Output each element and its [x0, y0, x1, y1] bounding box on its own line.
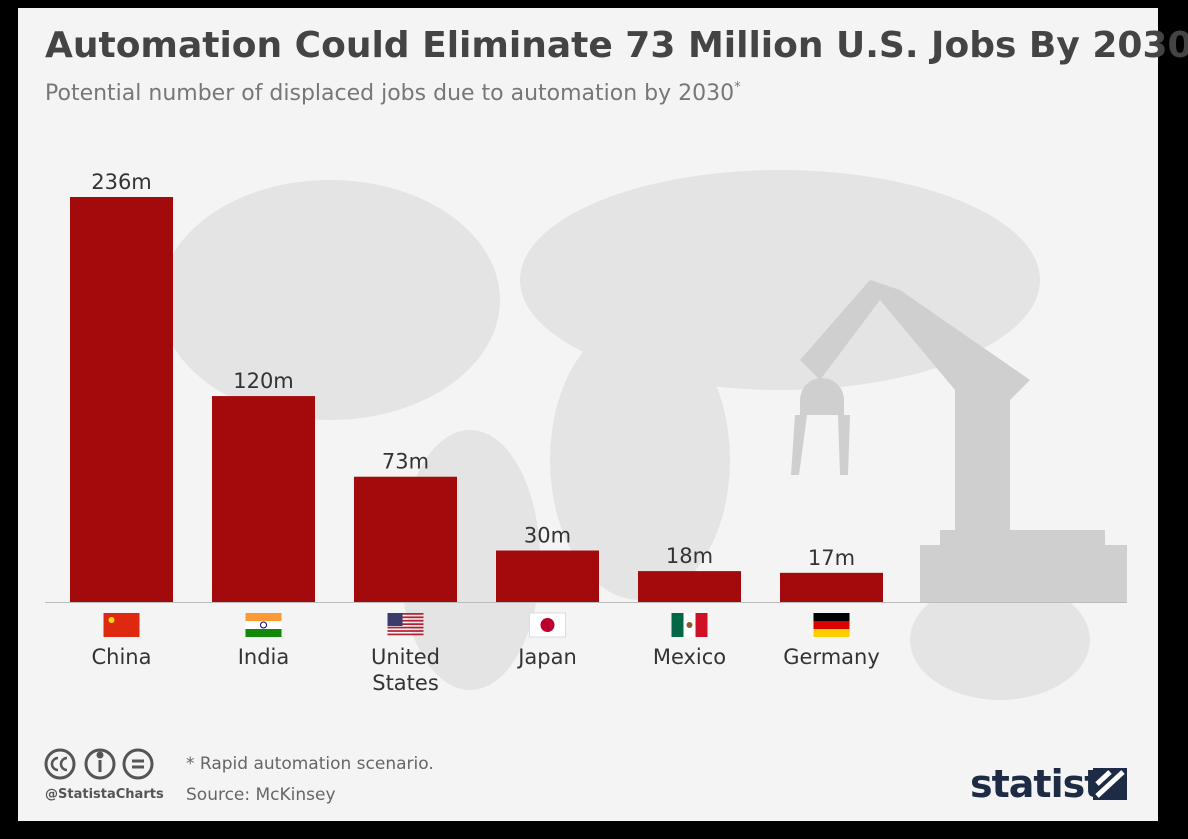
cc-icons [44, 748, 154, 780]
value-label: 236m [91, 170, 152, 194]
bar [496, 550, 599, 602]
flag-canton [387, 613, 403, 626]
flag-stripe [387, 619, 424, 622]
flag-stripe [813, 613, 850, 621]
flag [529, 612, 566, 638]
footnote: * Rapid automation scenario. [186, 754, 434, 774]
flag-star [108, 617, 115, 623]
value-label: 73m [382, 450, 429, 474]
flag-stripe [387, 623, 424, 625]
flag [387, 613, 424, 636]
bar [780, 572, 883, 602]
value-label: 18m [666, 544, 713, 568]
flag-stripe [671, 613, 684, 637]
flag-stripe [387, 626, 424, 629]
x-tick-label: China [91, 645, 152, 669]
robot-arm [791, 280, 1127, 602]
x-tick-label: Mexico [652, 645, 727, 669]
flag [103, 613, 140, 637]
subtitle-text: Potential number of displaced jobs due t… [45, 81, 734, 106]
x-tick-label: Germany [783, 645, 880, 669]
flag-stripe [387, 613, 424, 615]
source: Source: McKinsey [186, 785, 336, 805]
bar [354, 476, 457, 602]
x-tick-label: United States [371, 645, 440, 695]
flag-stripe [245, 629, 282, 637]
flag-stripe [245, 621, 282, 629]
bar [70, 197, 173, 602]
flag-emblem [686, 622, 693, 628]
flag-stripe [387, 633, 424, 636]
flag-field [103, 613, 140, 637]
flag-stripe [813, 629, 850, 637]
bar [212, 396, 315, 602]
brand-icon [1093, 768, 1127, 800]
flag-stripe [695, 613, 708, 637]
flag-stripe [387, 616, 424, 619]
chart-title: Automation Could Eliminate 73 Million U.… [45, 25, 1188, 66]
flag-stripe [813, 621, 850, 629]
handle: @StatistaCharts [45, 787, 164, 802]
bar [638, 571, 741, 602]
flag-stripe [387, 630, 424, 632]
flag [813, 613, 850, 637]
subtitle-mark: * [734, 80, 741, 95]
value-label: 120m [233, 369, 294, 393]
value-label: 17m [808, 546, 855, 570]
x-tick-label: India [237, 645, 290, 669]
flag-stripe [245, 613, 282, 621]
value-label: 30m [524, 524, 571, 548]
x-tick-label: Japan [518, 645, 577, 669]
flag-wheel [260, 621, 267, 629]
chart-subtitle: Potential number of displaced jobs due t… [45, 80, 741, 106]
flag [245, 613, 282, 637]
flag [671, 613, 708, 637]
flag-disc [540, 618, 555, 632]
